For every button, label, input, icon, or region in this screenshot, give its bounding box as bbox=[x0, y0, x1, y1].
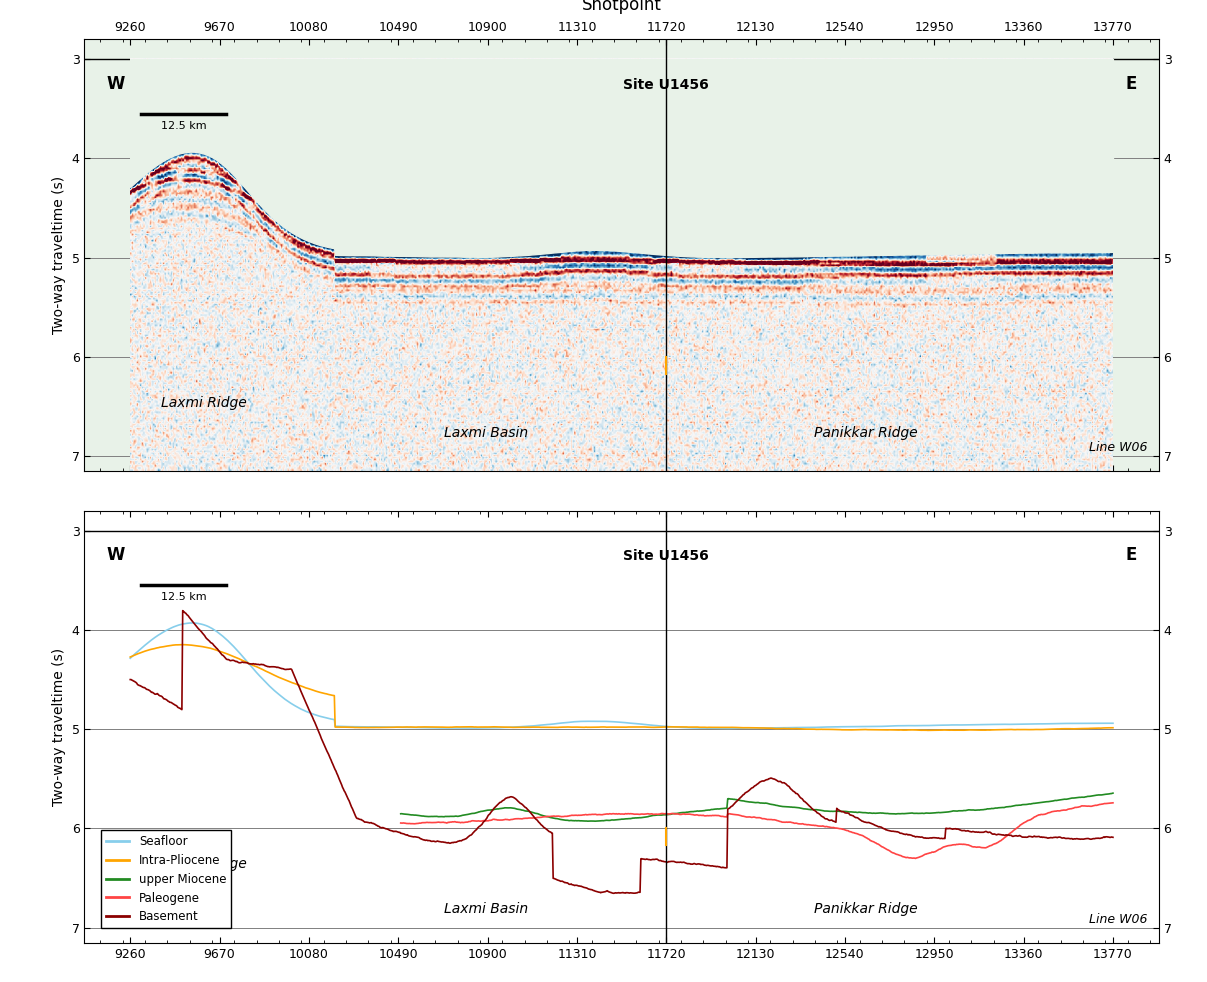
Text: Panikkar Ridge: Panikkar Ridge bbox=[815, 901, 919, 916]
upper Miocene bbox=[706, 803, 721, 815]
Paleogene bbox=[599, 808, 613, 820]
Paleogene bbox=[637, 808, 652, 820]
Text: W: W bbox=[106, 546, 124, 565]
Text: Laxmi Basin: Laxmi Basin bbox=[444, 425, 529, 440]
Text: Laxmi Ridge: Laxmi Ridge bbox=[161, 396, 246, 409]
Basement bbox=[550, 874, 565, 886]
Intra-Pliocene bbox=[176, 638, 191, 650]
Intra-Pliocene bbox=[1106, 722, 1120, 734]
Line: upper Miocene: upper Miocene bbox=[401, 793, 1113, 821]
Seafloor bbox=[716, 723, 730, 735]
Seafloor bbox=[640, 719, 654, 731]
Basement bbox=[607, 888, 622, 900]
Text: E: E bbox=[1126, 546, 1137, 565]
Text: W: W bbox=[106, 75, 124, 93]
Paleogene bbox=[1106, 797, 1120, 809]
Text: 12.5 km: 12.5 km bbox=[161, 121, 206, 131]
Intra-Pliocene bbox=[660, 721, 675, 733]
Text: Line W06: Line W06 bbox=[1090, 913, 1148, 926]
Seafloor bbox=[290, 701, 304, 713]
Basement bbox=[1106, 832, 1120, 844]
Paleogene bbox=[393, 817, 408, 829]
Line: Paleogene: Paleogene bbox=[401, 803, 1113, 858]
Basement bbox=[455, 835, 470, 846]
Line: Intra-Pliocene: Intra-Pliocene bbox=[130, 644, 1113, 731]
Seafloor bbox=[123, 652, 138, 664]
Y-axis label: Two-way traveltime (s): Two-way traveltime (s) bbox=[52, 647, 66, 806]
Text: Site U1456: Site U1456 bbox=[623, 549, 710, 564]
Text: Site U1456: Site U1456 bbox=[623, 78, 710, 92]
Text: Panikkar Ridge: Panikkar Ridge bbox=[815, 425, 919, 440]
Intra-Pliocene bbox=[123, 651, 138, 663]
Intra-Pliocene bbox=[290, 679, 304, 690]
Intra-Pliocene bbox=[640, 722, 654, 734]
upper Miocene bbox=[424, 810, 438, 822]
upper Miocene bbox=[393, 808, 408, 820]
Seafloor bbox=[660, 721, 675, 733]
Paleogene bbox=[705, 809, 719, 821]
upper Miocene bbox=[637, 811, 652, 823]
Y-axis label: Two-way traveltime (s): Two-way traveltime (s) bbox=[52, 176, 66, 335]
Text: Line W06: Line W06 bbox=[1090, 442, 1148, 455]
Intra-Pliocene bbox=[255, 663, 269, 675]
upper Miocene bbox=[600, 814, 614, 826]
Line: Basement: Basement bbox=[130, 611, 1113, 894]
Seafloor bbox=[255, 672, 269, 683]
Basement bbox=[661, 855, 676, 867]
Seafloor bbox=[186, 617, 200, 628]
Paleogene bbox=[908, 852, 922, 864]
Intra-Pliocene bbox=[455, 721, 470, 733]
Seafloor bbox=[455, 722, 470, 734]
Paleogene bbox=[770, 815, 785, 827]
Text: 12.5 km: 12.5 km bbox=[161, 592, 206, 602]
Basement bbox=[123, 674, 138, 685]
upper Miocene bbox=[770, 799, 785, 811]
Text: E: E bbox=[1126, 75, 1137, 93]
Intra-Pliocene bbox=[923, 725, 938, 736]
Seafloor bbox=[550, 718, 565, 730]
Basement bbox=[255, 659, 269, 671]
Basement bbox=[641, 853, 655, 865]
X-axis label: Shotpoint: Shotpoint bbox=[582, 0, 661, 15]
Basement bbox=[175, 605, 189, 617]
Intra-Pliocene bbox=[550, 722, 565, 734]
Text: Laxmi Basin: Laxmi Basin bbox=[444, 901, 529, 916]
upper Miocene bbox=[588, 815, 602, 827]
upper Miocene bbox=[768, 799, 782, 811]
Seafloor bbox=[1106, 718, 1120, 730]
upper Miocene bbox=[1106, 788, 1120, 799]
Basement bbox=[290, 676, 304, 687]
Paleogene bbox=[768, 814, 782, 826]
Paleogene bbox=[424, 817, 438, 829]
Line: Seafloor: Seafloor bbox=[130, 623, 1113, 729]
Legend: Seafloor, Intra-Pliocene, upper Miocene, Paleogene, Basement: Seafloor, Intra-Pliocene, upper Miocene,… bbox=[101, 830, 231, 928]
Text: Laxmi Ridge: Laxmi Ridge bbox=[161, 857, 246, 871]
